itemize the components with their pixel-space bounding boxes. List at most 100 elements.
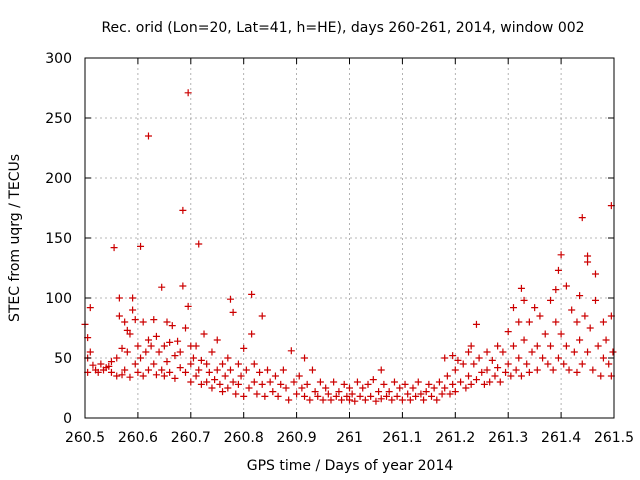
data-point (166, 338, 174, 346)
data-point (396, 384, 404, 392)
data-point (208, 384, 216, 392)
data-point (457, 378, 465, 386)
data-point (184, 302, 192, 310)
data-point (591, 296, 599, 304)
data-point (242, 366, 250, 374)
data-point (515, 354, 523, 362)
data-point (340, 380, 348, 388)
data-point (533, 342, 541, 350)
data-point (179, 206, 187, 214)
data-point (174, 337, 182, 345)
data-point (435, 378, 443, 386)
data-point (494, 342, 502, 350)
data-point (586, 324, 594, 332)
data-point (139, 318, 147, 326)
data-point (541, 330, 549, 338)
data-point (348, 390, 356, 398)
data-point (570, 348, 578, 356)
data-point (409, 384, 417, 392)
data-point (346, 384, 353, 392)
data-point (406, 396, 414, 404)
data-point (383, 392, 391, 400)
data-point (509, 342, 517, 350)
data-point (568, 306, 576, 314)
data-point (544, 360, 552, 368)
data-point (229, 378, 237, 386)
data-point (539, 354, 547, 362)
data-point (110, 244, 118, 252)
data-point (441, 384, 449, 392)
data-point (192, 342, 200, 350)
x-tick-label: 261.1 (382, 430, 422, 446)
data-point (562, 342, 570, 350)
data-point (449, 380, 457, 388)
data-point (226, 366, 234, 374)
data-point (208, 348, 216, 356)
data-point (155, 348, 163, 356)
data-point (258, 380, 266, 388)
data-point (277, 380, 285, 388)
data-point (115, 294, 123, 302)
data-point (584, 258, 592, 266)
data-point (507, 372, 515, 380)
data-point (245, 384, 253, 392)
data-point (433, 396, 441, 404)
data-point (115, 312, 123, 320)
grid-lines (85, 58, 614, 418)
data-point (512, 366, 520, 374)
x-tick-label: 260.9 (277, 430, 317, 446)
data-point (441, 354, 449, 362)
x-tick-label: 261.2 (435, 430, 475, 446)
data-point (152, 332, 160, 340)
data-point (536, 312, 544, 320)
data-point (303, 380, 311, 388)
data-point (525, 318, 533, 326)
data-point (472, 320, 480, 328)
data-point (195, 366, 203, 374)
data-point (465, 348, 473, 356)
data-point (316, 378, 324, 386)
data-point (131, 316, 139, 324)
y-tick-label: 150 (45, 231, 72, 247)
data-point (192, 372, 200, 380)
data-point (562, 282, 570, 290)
data-point (359, 384, 367, 392)
data-point (602, 336, 610, 344)
x-tick-label: 261.3 (488, 430, 528, 446)
data-point (425, 380, 433, 388)
data-point (213, 366, 221, 374)
data-point (552, 318, 560, 326)
data-point (113, 372, 121, 380)
data-point (147, 342, 155, 350)
y-axis-label: STEC from uqrg / TECUs (7, 154, 23, 322)
data-point (523, 360, 531, 368)
data-point (459, 360, 467, 368)
data-point (137, 242, 145, 250)
data-point (517, 284, 525, 292)
data-point (554, 354, 562, 362)
data-point (248, 290, 256, 298)
data-point (597, 372, 605, 380)
data-point (150, 316, 158, 324)
data-point (547, 296, 555, 304)
data-point (599, 354, 607, 362)
x-tick-label: 261 (336, 430, 363, 446)
data-point (219, 360, 227, 368)
data-point (256, 368, 264, 376)
data-point (182, 324, 190, 332)
data-point (131, 360, 139, 368)
data-point (118, 371, 126, 379)
data-point (451, 388, 459, 396)
y-tick-labels: 0 50 100 150 200 250 300 (45, 51, 72, 427)
data-point (158, 283, 166, 291)
data-point (584, 252, 592, 260)
data-point (216, 380, 224, 388)
data-point (330, 378, 338, 386)
y-tick-label: 250 (45, 111, 72, 127)
data-point (163, 358, 171, 366)
data-point (144, 132, 152, 140)
data-point (261, 392, 269, 400)
data-point (234, 360, 242, 368)
data-point (599, 318, 607, 326)
data-point (605, 360, 613, 368)
